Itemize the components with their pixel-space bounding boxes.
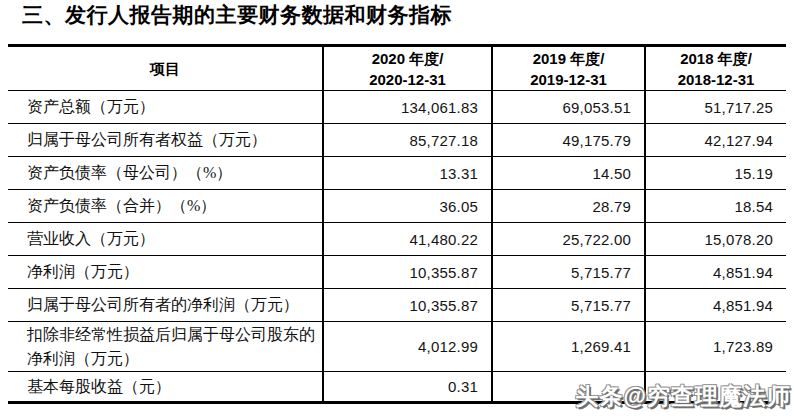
period-label-line2: 2019-12-31: [493, 69, 644, 90]
cell-value-2018: 18.54: [645, 190, 786, 223]
row-label: 归属于母公司所有者的净利润（万元）: [8, 289, 323, 322]
row-label: 归属于母公司所有者权益（万元）: [8, 124, 323, 157]
cell-value-2020: 10,355.87: [323, 256, 492, 289]
table-row-debt-ratio-parent: 资产负债率（母公司）（%） 13.31 14.50 15.19: [8, 157, 786, 190]
cell-value-2019: 5,715.77: [492, 256, 645, 289]
row-label: 扣除非经常性损益后归属于母公司股东的净利润（万元）: [8, 322, 323, 372]
cell-value-2018: 4,851.94: [645, 256, 786, 289]
column-header-2019: 2019 年度/ 2019-12-31: [492, 46, 645, 91]
cell-value-2020: 10,355.87: [323, 289, 492, 322]
watermark-author-handle: @穷查理魔法师: [624, 383, 791, 409]
cell-value-2020: 0.31: [323, 372, 492, 403]
cell-value-2020: 134,061.83: [323, 91, 492, 124]
section-title: 三、发行人报告期的主要财务数据和财务指标: [22, 1, 452, 29]
row-label: 净利润（万元）: [8, 256, 323, 289]
table-row-total-assets: 资产总额（万元） 134,061.83 69,053.51 51,717.25: [8, 91, 786, 124]
table-row-net-profit-parent: 归属于母公司所有者的净利润（万元） 10,355.87 5,715.77 4,8…: [8, 289, 786, 322]
cell-value-2018: 15,078.20: [645, 223, 786, 256]
table-row-net-profit-deducted: 扣除非经常性损益后归属于母公司股东的净利润（万元） 4,012.99 1,269…: [8, 322, 786, 372]
period-label-line2: 2018-12-31: [646, 69, 786, 90]
cell-value-2018: 15.19: [645, 157, 786, 190]
period-label-line1: 2020 年度/: [324, 48, 491, 69]
cell-value-2019: 14.50: [492, 157, 645, 190]
cell-value-2020: 41,480.22: [323, 223, 492, 256]
document-page: 三、发行人报告期的主要财务数据和财务指标 项目 2020 年度/ 2020-12…: [0, 0, 794, 416]
cell-value-2019: 1,269.41: [492, 322, 645, 372]
cell-value-2018: 51,717.25: [645, 91, 786, 124]
table-row-debt-ratio-consolidated: 资产负债率（合并）（%） 36.05 28.79 18.54: [8, 190, 786, 223]
watermark: 头条@穷查理魔法师: [576, 381, 791, 412]
row-label: 资产负债率（母公司）（%）: [8, 157, 323, 190]
row-label: 营业收入（万元）: [8, 223, 323, 256]
column-header-item: 项目: [8, 46, 323, 91]
row-label: 资产总额（万元）: [8, 91, 323, 124]
cell-value-2020: 13.31: [323, 157, 492, 190]
cell-value-2018: 1,723.89: [645, 322, 786, 372]
cell-value-2020: 4,012.99: [323, 322, 492, 372]
cell-value-2018: 42,127.94: [645, 124, 786, 157]
cell-value-2019: 69,053.51: [492, 91, 645, 124]
cell-value-2020: 85,727.18: [323, 124, 492, 157]
column-header-2018: 2018 年度/ 2018-12-31: [645, 46, 786, 91]
cell-value-2019: 28.79: [492, 190, 645, 223]
row-label: 资产负债率（合并）（%）: [8, 190, 323, 223]
table-row-parent-equity: 归属于母公司所有者权益（万元） 85,727.18 49,175.79 42,1…: [8, 124, 786, 157]
cell-value-2020: 36.05: [323, 190, 492, 223]
table-header-row: 项目 2020 年度/ 2020-12-31 2019 年度/ 2019-12-…: [8, 46, 786, 91]
table-row-operating-revenue: 营业收入（万元） 41,480.22 25,722.00 15,078.20: [8, 223, 786, 256]
financial-table: 项目 2020 年度/ 2020-12-31 2019 年度/ 2019-12-…: [8, 44, 786, 404]
table-row-net-profit: 净利润（万元） 10,355.87 5,715.77 4,851.94: [8, 256, 786, 289]
row-label: 基本每股收益（元）: [8, 372, 323, 403]
cell-value-2019: 49,175.79: [492, 124, 645, 157]
cell-value-2019: 5,715.77: [492, 289, 645, 322]
period-label-line1: 2019 年度/: [493, 48, 644, 69]
period-label-line2: 2020-12-31: [324, 69, 491, 90]
period-label-line1: 2018 年度/: [646, 48, 786, 69]
cell-value-2018: 4,851.94: [645, 289, 786, 322]
cell-value-2019: 25,722.00: [492, 223, 645, 256]
column-header-2020: 2020 年度/ 2020-12-31: [323, 46, 492, 91]
watermark-toutiao-logo: 头条: [576, 383, 624, 409]
